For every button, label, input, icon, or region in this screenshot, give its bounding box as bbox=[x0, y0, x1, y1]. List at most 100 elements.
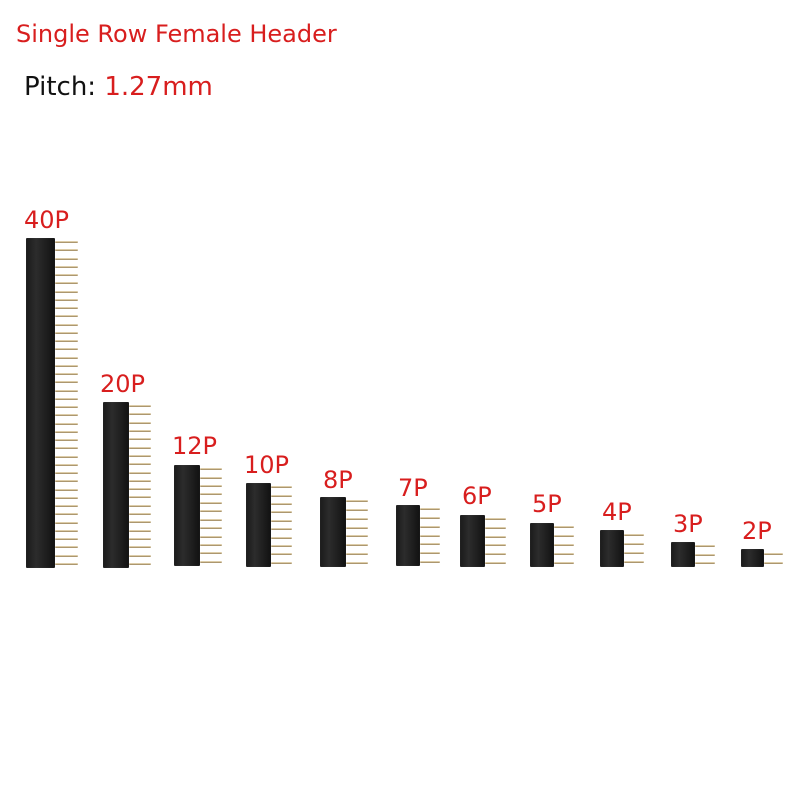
pin bbox=[420, 517, 440, 520]
pitch-label: Pitch: bbox=[24, 72, 105, 102]
pin bbox=[271, 503, 292, 505]
pin bbox=[55, 282, 78, 285]
pin-row bbox=[271, 483, 292, 567]
pin bbox=[485, 535, 506, 538]
pin bbox=[129, 421, 151, 424]
pin bbox=[55, 488, 78, 491]
pin bbox=[554, 535, 574, 538]
pin bbox=[129, 529, 151, 532]
pin-row bbox=[624, 530, 644, 567]
header-2p bbox=[741, 549, 783, 567]
pin bbox=[55, 373, 78, 376]
pin bbox=[129, 488, 151, 491]
pin bbox=[55, 274, 78, 277]
pin bbox=[271, 528, 292, 531]
header-20p bbox=[103, 402, 151, 568]
pin bbox=[485, 553, 506, 555]
header-body bbox=[600, 530, 624, 567]
product-title: Single Row Female Header bbox=[16, 20, 337, 48]
header-40p bbox=[26, 238, 78, 568]
pin bbox=[764, 552, 783, 555]
header-body bbox=[246, 483, 271, 567]
header-10p bbox=[246, 483, 292, 567]
pin bbox=[55, 505, 78, 508]
pin bbox=[346, 509, 368, 512]
header-label-6p: 6P bbox=[462, 482, 492, 510]
pin-row bbox=[55, 238, 78, 568]
header-body bbox=[396, 505, 420, 566]
pin bbox=[55, 422, 78, 425]
pin bbox=[420, 508, 440, 511]
pin bbox=[55, 298, 78, 301]
header-label-3p: 3P bbox=[673, 510, 703, 538]
pin bbox=[129, 554, 151, 557]
pin bbox=[346, 561, 368, 564]
header-12p bbox=[174, 465, 222, 566]
pin bbox=[129, 430, 151, 433]
pin bbox=[55, 521, 78, 524]
pin bbox=[554, 552, 574, 555]
pin bbox=[420, 560, 440, 563]
pin bbox=[200, 527, 222, 530]
pin bbox=[695, 553, 715, 556]
pin bbox=[55, 265, 78, 268]
header-body bbox=[103, 402, 129, 568]
header-label-5p: 5P bbox=[532, 490, 562, 518]
pin bbox=[271, 536, 292, 539]
pin bbox=[200, 493, 222, 496]
pin bbox=[55, 496, 78, 499]
pin bbox=[271, 486, 292, 489]
pin bbox=[55, 538, 78, 541]
pin bbox=[346, 552, 368, 555]
pin bbox=[129, 562, 151, 565]
pin bbox=[129, 504, 151, 507]
pin bbox=[55, 323, 78, 326]
pin bbox=[55, 364, 78, 367]
pin-row bbox=[554, 523, 574, 567]
header-7p bbox=[396, 505, 440, 566]
pin bbox=[129, 513, 151, 516]
pin bbox=[485, 527, 506, 529]
pin bbox=[420, 525, 440, 528]
header-4p bbox=[600, 530, 644, 567]
pin bbox=[200, 501, 222, 504]
header-label-40p: 40P bbox=[24, 206, 70, 234]
pitch-spec: Pitch: 1.27mm bbox=[24, 72, 213, 102]
pin bbox=[55, 307, 78, 310]
pin-row bbox=[764, 549, 783, 567]
pin bbox=[764, 561, 783, 564]
pin-row bbox=[200, 465, 222, 566]
pin bbox=[129, 521, 151, 524]
header-label-2p: 2P bbox=[742, 517, 772, 545]
pin bbox=[129, 413, 151, 416]
pin bbox=[624, 561, 644, 564]
pin bbox=[420, 534, 440, 537]
pin bbox=[346, 526, 368, 529]
pin bbox=[55, 290, 78, 293]
header-body bbox=[741, 549, 764, 567]
pin bbox=[55, 315, 78, 318]
header-label-10p: 10P bbox=[244, 451, 290, 479]
pin bbox=[55, 455, 78, 458]
header-body bbox=[671, 542, 695, 567]
pin bbox=[695, 545, 715, 548]
pin bbox=[55, 389, 78, 392]
pin bbox=[420, 543, 440, 546]
pin bbox=[55, 257, 78, 260]
pin bbox=[200, 485, 222, 488]
pin bbox=[485, 544, 506, 547]
pitch-value: 1.27mm bbox=[104, 72, 213, 102]
pin bbox=[129, 405, 151, 408]
pin bbox=[55, 513, 78, 516]
pin bbox=[624, 542, 644, 545]
pin bbox=[129, 463, 151, 466]
pin bbox=[485, 518, 506, 521]
pin bbox=[129, 479, 151, 482]
pin bbox=[55, 562, 78, 565]
pin bbox=[200, 468, 222, 471]
pin bbox=[55, 546, 78, 549]
pin bbox=[55, 414, 78, 417]
pin bbox=[200, 535, 222, 538]
pin bbox=[271, 511, 292, 514]
pin bbox=[271, 545, 292, 547]
